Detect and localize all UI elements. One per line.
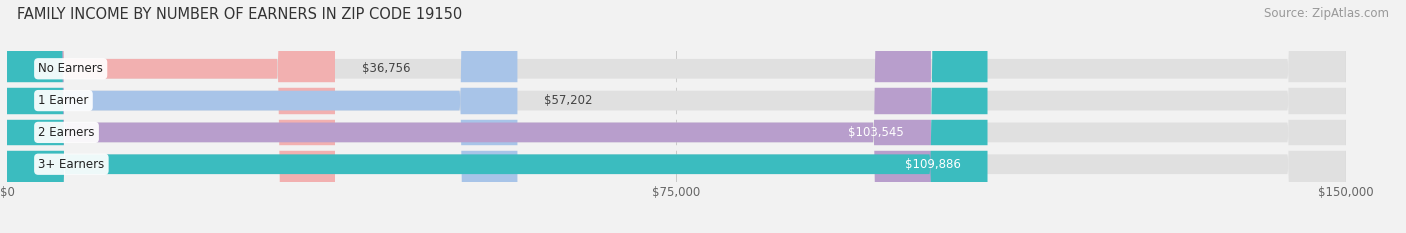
FancyBboxPatch shape	[7, 0, 987, 233]
Text: 3+ Earners: 3+ Earners	[38, 158, 104, 171]
Text: $57,202: $57,202	[544, 94, 593, 107]
FancyBboxPatch shape	[7, 0, 1346, 233]
Text: $103,545: $103,545	[848, 126, 904, 139]
FancyBboxPatch shape	[7, 0, 335, 233]
FancyBboxPatch shape	[7, 0, 1346, 233]
FancyBboxPatch shape	[7, 0, 931, 233]
FancyBboxPatch shape	[7, 0, 1346, 233]
FancyBboxPatch shape	[7, 0, 517, 233]
Text: Source: ZipAtlas.com: Source: ZipAtlas.com	[1264, 7, 1389, 20]
Text: $109,886: $109,886	[905, 158, 960, 171]
Text: 1 Earner: 1 Earner	[38, 94, 89, 107]
Text: FAMILY INCOME BY NUMBER OF EARNERS IN ZIP CODE 19150: FAMILY INCOME BY NUMBER OF EARNERS IN ZI…	[17, 7, 463, 22]
Text: No Earners: No Earners	[38, 62, 103, 75]
Text: 2 Earners: 2 Earners	[38, 126, 94, 139]
FancyBboxPatch shape	[7, 0, 1346, 233]
Text: $36,756: $36,756	[361, 62, 411, 75]
